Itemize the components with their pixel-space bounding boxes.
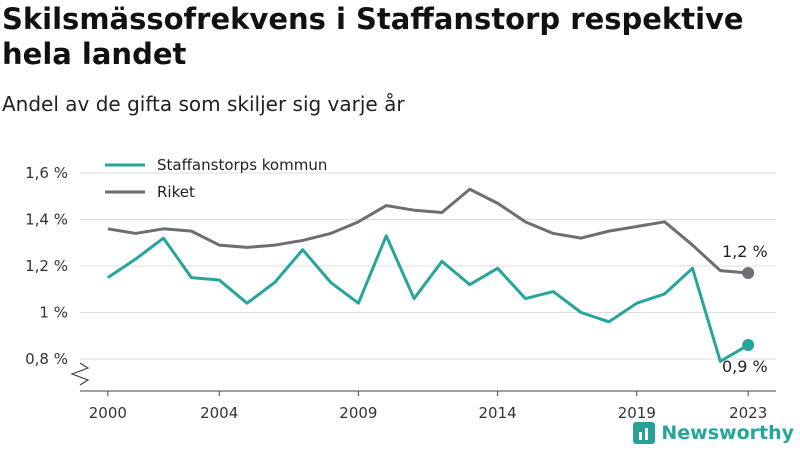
series-end-point xyxy=(742,266,755,279)
series-line-staffanstorps-kommun xyxy=(107,234,749,363)
y-tick-label: 1,4 % xyxy=(25,211,68,229)
chart-title: Skilsmässofrekvens i Staffanstorp respek… xyxy=(2,2,744,71)
x-tick-label: 2019 xyxy=(618,404,656,422)
axis-break-icon xyxy=(70,362,90,386)
series-line-riket xyxy=(107,187,749,275)
y-tick-label: 1,6 % xyxy=(25,164,68,182)
brand-logo: Newsworthy xyxy=(633,422,794,444)
bar-chart-icon xyxy=(633,422,656,444)
y-tick-label: 0,8 % xyxy=(25,350,68,368)
x-tick-label: 2000 xyxy=(89,404,127,422)
end-value-label: 0,9 % xyxy=(722,357,768,376)
y-tick-label: 1 % xyxy=(39,304,68,322)
x-tick-label: 2004 xyxy=(200,404,238,422)
x-tick-label: 2009 xyxy=(339,404,377,422)
legend-label: Staffanstorps kommun xyxy=(157,156,327,174)
y-tick-label: 1,2 % xyxy=(25,257,68,275)
chart-subtitle: Andel av de gifta som skiljer sig varje … xyxy=(2,92,405,116)
x-tick-label: 2023 xyxy=(729,404,767,422)
brand-name: Newsworthy xyxy=(661,422,794,444)
x-tick-label: 2014 xyxy=(479,404,517,422)
end-value-label: 1,2 % xyxy=(722,242,768,261)
legend-label: Riket xyxy=(157,183,195,201)
series-end-point xyxy=(742,339,755,352)
